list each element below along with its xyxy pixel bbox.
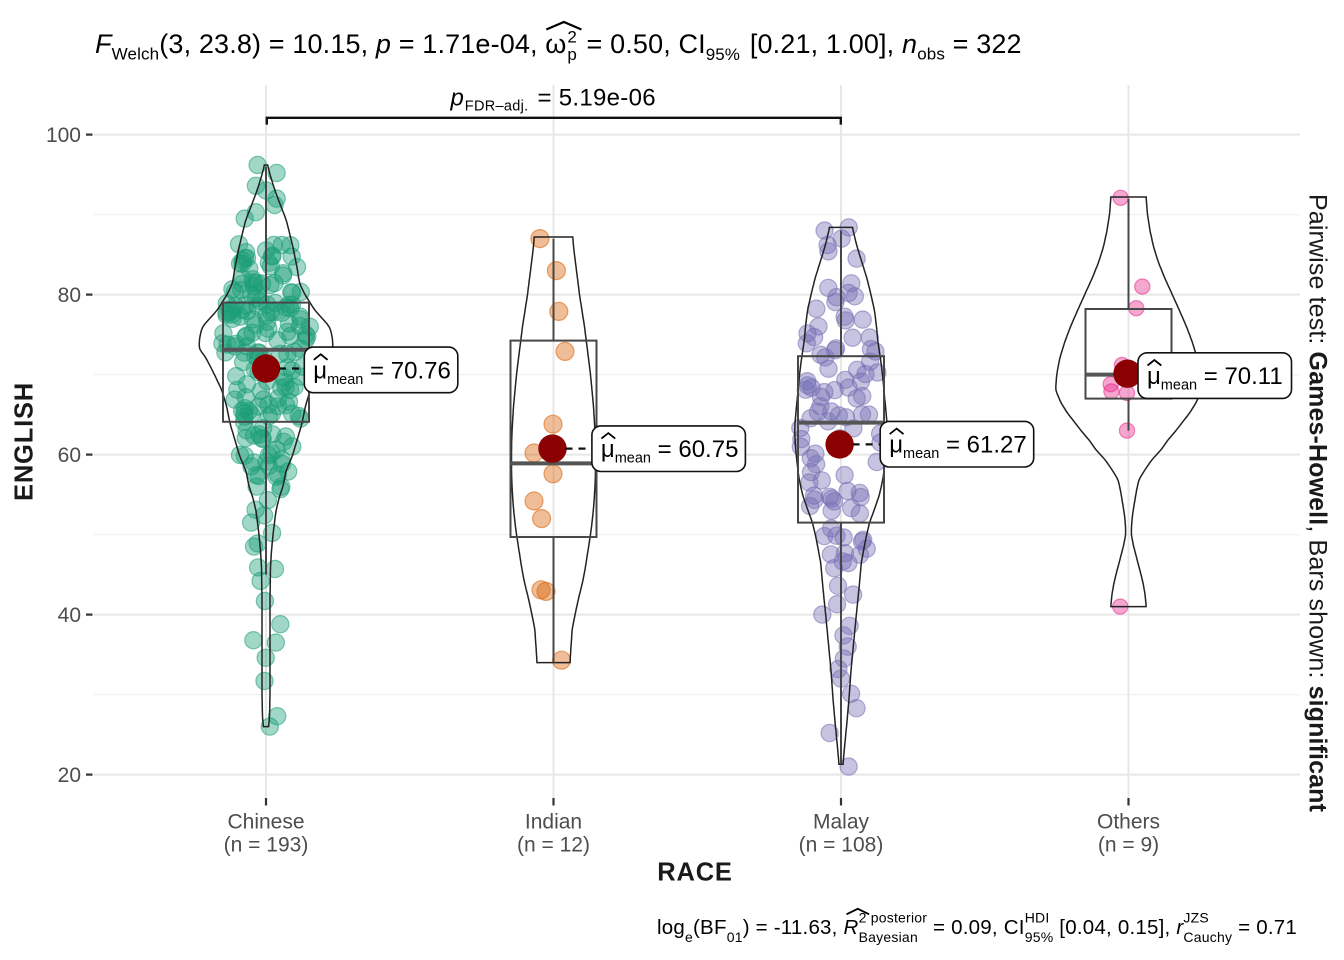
svg-text:n: n — [902, 29, 917, 59]
svg-text:ω: ω — [545, 29, 566, 59]
svg-text:μ: μ — [1147, 363, 1161, 390]
svg-text:mean: mean — [327, 372, 363, 388]
svg-text:mean: mean — [615, 451, 651, 467]
svg-text:mean: mean — [903, 446, 939, 462]
svg-text:(n = 108): (n = 108) — [799, 833, 884, 856]
svg-text:40: 40 — [58, 604, 81, 627]
svg-text:= 0.50, CI: = 0.50, CI — [579, 29, 706, 59]
svg-text:01: 01 — [727, 929, 743, 945]
svg-text:Games-Howell: Games-Howell — [1304, 352, 1332, 526]
svg-text:2 posterior: 2 posterior — [859, 909, 928, 925]
svg-text:= 5.19e-06: = 5.19e-06 — [531, 85, 656, 112]
svg-text:JZS: JZS — [1183, 909, 1209, 925]
svg-text:60: 60 — [58, 444, 81, 467]
svg-text:= 322: = 322 — [945, 29, 1022, 59]
svg-text:95%: 95% — [706, 45, 740, 64]
svg-text:mean: mean — [1161, 378, 1197, 394]
svg-text:, Bars shown:: , Bars shown: — [1304, 525, 1332, 685]
svg-text:R: R — [844, 916, 859, 939]
svg-text:= 0.71: = 0.71 — [1232, 916, 1297, 939]
svg-text:p: p — [567, 45, 576, 64]
svg-text:p: p — [450, 85, 464, 112]
svg-text:Malay: Malay — [813, 811, 870, 834]
svg-text:20: 20 — [58, 764, 81, 787]
svg-text:HDI: HDI — [1025, 909, 1050, 925]
svg-text:Pairwise test:: Pairwise test: — [1304, 194, 1332, 352]
svg-text:e: e — [685, 929, 693, 945]
svg-text:80: 80 — [58, 284, 81, 307]
svg-text:95%: 95% — [1025, 929, 1054, 945]
svg-text:μ: μ — [889, 432, 903, 459]
svg-text:= 70.11: = 70.11 — [1197, 363, 1283, 390]
svg-text:= 0.09, CI: = 0.09, CI — [927, 916, 1025, 939]
svg-text:Indian: Indian — [525, 811, 582, 834]
svg-text:100: 100 — [46, 124, 81, 147]
svg-text:Others: Others — [1097, 811, 1160, 834]
svg-text:Chinese: Chinese — [227, 811, 304, 834]
svg-text:(3, 23.8) = 10.15,: (3, 23.8) = 10.15, — [159, 29, 376, 59]
svg-text:(n = 9): (n = 9) — [1098, 833, 1159, 856]
svg-text:(BF: (BF — [693, 916, 727, 939]
svg-text:r: r — [1176, 916, 1184, 939]
svg-text:obs: obs — [917, 45, 945, 64]
svg-text:= 61.27: = 61.27 — [939, 432, 1026, 459]
svg-text:ENGLISH: ENGLISH — [11, 382, 39, 501]
svg-text:Welch: Welch — [112, 45, 160, 64]
svg-text:Bayesian: Bayesian — [859, 929, 918, 945]
svg-text:) = -11.63,: ) = -11.63, — [743, 916, 844, 939]
svg-text:log: log — [657, 916, 685, 939]
svg-text:= 1.71e-04,: = 1.71e-04, — [391, 29, 545, 59]
svg-text:RACE: RACE — [657, 858, 732, 886]
svg-text:μ: μ — [313, 357, 327, 384]
svg-text:[0.21, 1.00],: [0.21, 1.00], — [742, 29, 902, 59]
svg-text:(n = 193): (n = 193) — [224, 833, 309, 856]
svg-text:= 60.75: = 60.75 — [651, 436, 738, 463]
svg-text:FDR–adj.: FDR–adj. — [465, 99, 529, 115]
svg-text:F: F — [95, 29, 113, 59]
svg-text:2: 2 — [567, 28, 576, 47]
svg-text:Cauchy: Cauchy — [1183, 929, 1232, 945]
svg-text:p: p — [375, 29, 391, 59]
svg-text:= 70.76: = 70.76 — [363, 357, 450, 384]
svg-text:(n = 12): (n = 12) — [517, 833, 590, 856]
svg-text:μ: μ — [601, 436, 615, 463]
svg-text:significant: significant — [1304, 686, 1332, 813]
svg-text:[0.04, 0.15],: [0.04, 0.15], — [1053, 916, 1176, 939]
